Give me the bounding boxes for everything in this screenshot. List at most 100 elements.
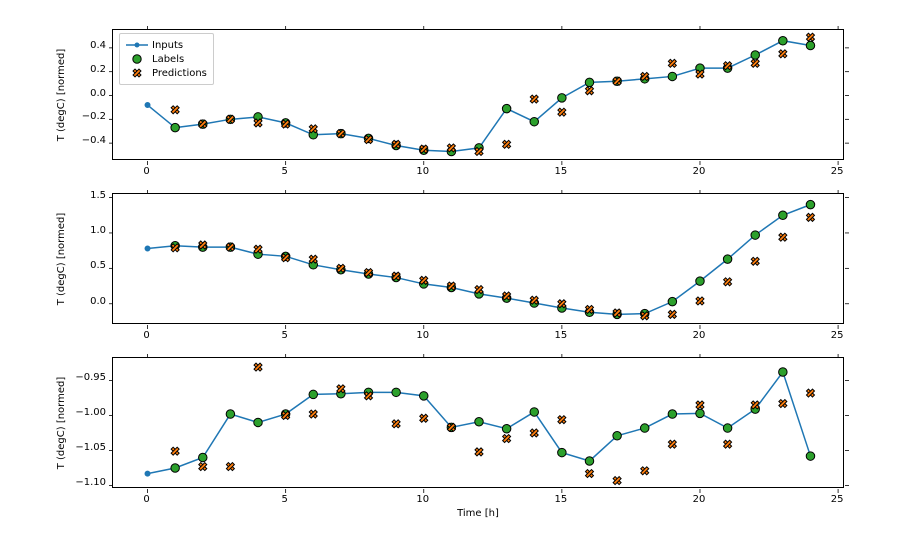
figure: 0510152025−0.4−0.20.00.20.4T (degC) [nor…: [0, 0, 900, 548]
labels-marker: [751, 231, 760, 240]
labels-marker: [502, 425, 511, 434]
labels-marker: [309, 390, 318, 399]
labels-marker: [420, 392, 429, 401]
legend-swatch-predictions: [126, 66, 148, 80]
predictions-marker: [639, 465, 651, 477]
xtick-label: 0: [127, 330, 167, 341]
labels-marker: [199, 453, 208, 462]
xtick-label: 0: [127, 494, 167, 505]
legend-label: Labels: [152, 54, 184, 65]
labels-marker: [558, 94, 567, 103]
predictions-marker: [777, 48, 789, 60]
labels-marker: [779, 368, 788, 377]
xtick-label: 5: [265, 166, 305, 177]
predictions-marker: [528, 427, 540, 439]
ytick-label: 1.5: [66, 190, 106, 201]
xtick-label: 10: [403, 494, 443, 505]
labels-marker: [751, 51, 760, 60]
plot-svg-0: [113, 30, 845, 161]
chart-panel-0: [112, 29, 844, 160]
plot-svg-2: [113, 358, 845, 489]
predictions-marker: [197, 461, 209, 473]
legend-item-labels: Labels: [126, 52, 207, 66]
predictions-marker: [722, 276, 734, 288]
predictions-marker: [583, 468, 595, 480]
labels-marker: [530, 408, 539, 417]
labels-marker: [585, 78, 594, 87]
predictions-marker: [473, 446, 485, 458]
labels-marker: [613, 432, 622, 441]
xtick-label: 15: [541, 494, 581, 505]
labels-marker: [585, 457, 594, 466]
predictions-marker: [252, 361, 264, 373]
predictions-marker: [694, 295, 706, 307]
labels-marker: [668, 410, 677, 419]
legend-swatch-inputs: [126, 38, 148, 52]
legend-label: Inputs: [152, 40, 183, 51]
ytick-label: −1.10: [66, 477, 106, 488]
labels-marker: [171, 464, 180, 473]
xtick-label: 15: [541, 330, 581, 341]
xtick-label: 5: [265, 330, 305, 341]
legend-swatch-labels: [126, 52, 148, 66]
ytick-label: 0.5: [66, 260, 106, 271]
xtick-label: 10: [403, 330, 443, 341]
legend-item-predictions: Predictions: [126, 66, 207, 80]
ytick-label: 1.0: [66, 225, 106, 236]
ytick-label: −0.4: [66, 135, 106, 146]
predictions-marker: [169, 104, 181, 116]
labels-marker: [696, 409, 705, 418]
predictions-marker: [666, 57, 678, 69]
labels-marker: [806, 200, 815, 209]
ytick-label: 0.2: [66, 64, 106, 75]
predictions-marker: [777, 231, 789, 243]
labels-marker: [558, 448, 567, 457]
ytick-label: 0.0: [66, 296, 106, 307]
xtick-label: 20: [679, 330, 719, 341]
labels-marker: [779, 211, 788, 220]
ytick-label: 0.0: [66, 88, 106, 99]
x-axis-label: Time [h]: [438, 508, 518, 519]
labels-marker: [668, 72, 677, 81]
labels-marker: [226, 410, 235, 419]
inputs-marker: [145, 471, 150, 476]
labels-marker: [254, 418, 262, 427]
ytick-label: 0.4: [66, 40, 106, 51]
xtick-label: 25: [817, 330, 857, 341]
predictions-marker: [777, 398, 789, 410]
xtick-label: 0: [127, 166, 167, 177]
inputs-marker: [145, 103, 150, 108]
predictions-marker: [556, 106, 568, 118]
xtick-label: 5: [265, 494, 305, 505]
legend-item-inputs: Inputs: [126, 38, 207, 52]
y-axis-label: T (degC) [normed]: [56, 40, 67, 150]
predictions-marker: [611, 475, 623, 487]
y-axis-label: T (degC) [normed]: [56, 204, 67, 314]
chart-panel-2: [112, 357, 844, 488]
labels-marker: [475, 417, 484, 426]
xtick-label: 10: [403, 166, 443, 177]
ytick-label: −0.95: [66, 372, 106, 383]
inputs-marker: [145, 246, 150, 251]
labels-marker: [668, 297, 677, 306]
labels-marker: [779, 36, 788, 45]
predictions-marker: [169, 445, 181, 457]
ytick-label: −1.00: [66, 407, 106, 418]
inputs-line: [148, 41, 811, 152]
xtick-label: 20: [679, 166, 719, 177]
y-axis-label: T (degC) [normed]: [56, 368, 67, 478]
predictions-marker: [556, 414, 568, 426]
labels-marker: [806, 452, 815, 461]
labels-marker: [723, 255, 732, 264]
chart-panel-1: [112, 193, 844, 324]
predictions-marker: [749, 255, 761, 267]
predictions-marker: [528, 93, 540, 105]
labels-marker: [392, 388, 401, 397]
predictions-marker: [804, 387, 816, 399]
legend-label: Predictions: [152, 68, 207, 79]
predictions-marker: [224, 461, 236, 473]
xtick-label: 20: [679, 494, 719, 505]
ytick-label: −1.05: [66, 442, 106, 453]
predictions-marker: [390, 418, 402, 430]
predictions-marker: [666, 308, 678, 320]
